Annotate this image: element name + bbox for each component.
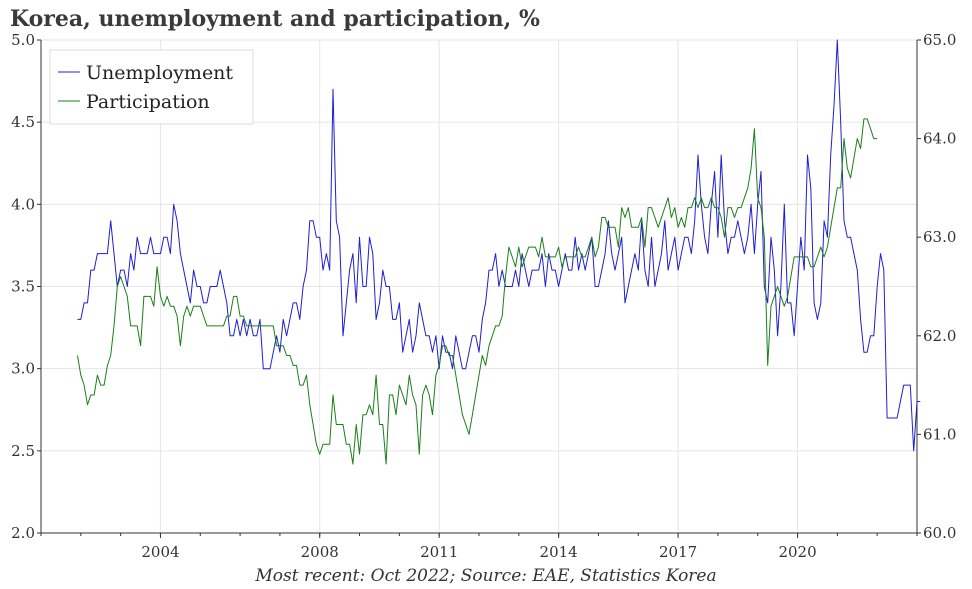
y-left-tick-label: 2.0 [11,524,35,542]
axes: 2.0 2.5 3.0 3.5 4.0 4.5 5.0 60.0 61.0 62.0 63.0 64.… [11,31,956,561]
y-right-tick-label: 64.0 [923,130,956,148]
y-left-tick-label: 5.0 [11,31,35,49]
legend-label-unemployment: Unemployment [86,62,233,84]
x-tick-label: 2020 [778,543,816,561]
source-note: Most recent: Oct 2022; Source: EAE, Stat… [255,566,717,586]
y-right-tick-label: 63.0 [923,228,956,246]
x-tick-label: 2004 [141,543,179,561]
y-left-tick-label: 3.5 [11,278,35,296]
series-line-unemployment [77,39,921,452]
y-left-tick-label: 4.5 [11,113,35,131]
y-right-tick-label: 62.0 [923,327,956,345]
x-tick-label: 2017 [659,543,697,561]
y-left-tick-label: 2.5 [11,442,35,460]
y-left-tick-label: 3.0 [11,360,35,378]
y-right-tick-label: 60.0 [923,524,956,542]
x-tick-label: 2014 [540,543,578,561]
y-right-tick-label: 61.0 [923,425,956,443]
legend: Unemployment Participation [49,49,254,125]
series-line-participation [77,118,878,465]
chart-title: Korea, unemployment and participation, % [10,6,540,32]
y-right-tick-label: 65.0 [923,31,956,49]
legend-box [49,49,254,125]
x-tick-label: 2008 [301,543,339,561]
series-lines [77,39,921,465]
y-left-tick-label: 4.0 [11,195,35,213]
legend-label-participation: Participation [86,91,210,113]
x-tick-label: 2011 [420,543,458,561]
